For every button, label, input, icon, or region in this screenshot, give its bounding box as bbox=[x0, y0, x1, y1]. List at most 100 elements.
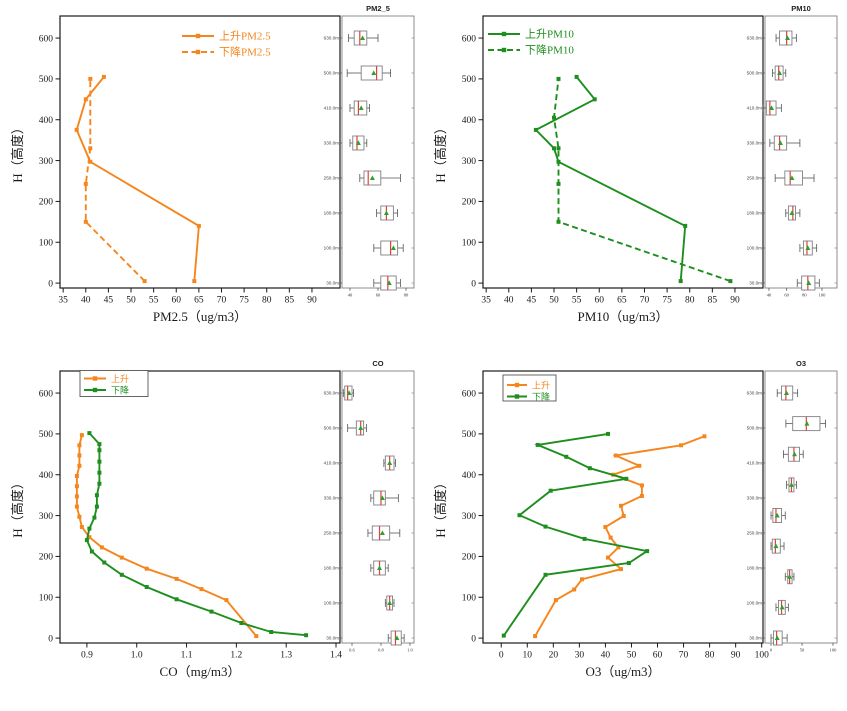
co-y-axis: 0 100 200 300 400 500 600 H（高度） bbox=[10, 389, 60, 644]
svg-text:70: 70 bbox=[640, 296, 650, 306]
panel-co: 0.9 1.0 1.1 1.2 1.3 1.4 CO（mg/m3） 0 100 200 300 400… bbox=[0, 355, 423, 711]
svg-text:410.0m: 410.0m bbox=[747, 461, 762, 466]
svg-text:0: 0 bbox=[48, 279, 53, 289]
co-box-height-labels: 630.0m 500.0m 410.0m 330.0m 250.0m 180.0m 100.… bbox=[324, 391, 414, 641]
svg-text:100.0m: 100.0m bbox=[324, 246, 339, 251]
svg-text:330.0m: 330.0m bbox=[747, 496, 762, 501]
svg-text:630.0m: 630.0m bbox=[324, 391, 339, 396]
svg-text:0: 0 bbox=[499, 651, 504, 661]
svg-text:410.0m: 410.0m bbox=[324, 461, 339, 466]
pm25-boxplot-row-1 bbox=[346, 65, 392, 81]
svg-text:400: 400 bbox=[39, 116, 54, 126]
svg-text:80: 80 bbox=[262, 296, 272, 306]
o3-boxplot-row-7 bbox=[775, 599, 789, 615]
pm10-boxplot-row-5 bbox=[785, 205, 801, 221]
svg-text:80: 80 bbox=[404, 293, 409, 298]
o3-x-title: O3（ug/m3） bbox=[585, 664, 660, 679]
svg-text:500: 500 bbox=[39, 75, 54, 85]
svg-text:30.0m: 30.0m bbox=[749, 636, 762, 641]
svg-text:100: 100 bbox=[462, 238, 477, 248]
svg-text:65: 65 bbox=[617, 296, 627, 306]
co-boxplot-row-4 bbox=[367, 525, 401, 541]
svg-text:630.0m: 630.0m bbox=[747, 391, 762, 396]
o3-axes-frame bbox=[482, 370, 838, 644]
co-boxplot-row-6 bbox=[384, 595, 395, 611]
svg-text:80: 80 bbox=[685, 296, 695, 306]
svg-text:60: 60 bbox=[172, 296, 182, 306]
pm10-boxplot-row-1 bbox=[772, 65, 787, 81]
svg-text:70: 70 bbox=[217, 296, 227, 306]
svg-text:330.0m: 330.0m bbox=[747, 141, 762, 146]
o3-chart: 0 10 20 30 40 50 60 70 80 90 100O3（ug/m3）010020030… bbox=[433, 359, 838, 679]
svg-text:上升PM2.5: 上升PM2.5 bbox=[219, 29, 271, 42]
pm10-series-descend bbox=[552, 76, 733, 284]
o3-boxplot-row-2 bbox=[783, 446, 804, 462]
svg-text:0: 0 bbox=[48, 634, 53, 644]
svg-text:90: 90 bbox=[731, 651, 741, 661]
o3-boxplot-row-1 bbox=[785, 416, 826, 432]
svg-text:0: 0 bbox=[770, 648, 773, 653]
svg-text:500: 500 bbox=[462, 430, 477, 440]
svg-text:30.0m: 30.0m bbox=[749, 281, 762, 286]
svg-text:1.3: 1.3 bbox=[280, 651, 292, 661]
pm25-series-ascend bbox=[74, 74, 201, 284]
svg-text:80: 80 bbox=[802, 293, 807, 298]
svg-text:35: 35 bbox=[481, 296, 491, 306]
co-boxplot-row-3 bbox=[370, 490, 399, 506]
panel-pm10: 35 40 45 50 55 60 65 70 75 80 85 90 PM10（ug/m3） 0 100 2… bbox=[423, 0, 846, 355]
panel-pm25: 35 40 45 50 55 60 65 70 75 80 85 90 PM2.5（ug/m3） 0 100… bbox=[0, 0, 423, 355]
svg-text:40: 40 bbox=[504, 296, 514, 306]
svg-text:200: 200 bbox=[39, 553, 54, 563]
o3-series-descend bbox=[501, 431, 650, 638]
svg-text:50: 50 bbox=[627, 651, 637, 661]
svg-text:50: 50 bbox=[126, 296, 136, 306]
co-box-title: CO bbox=[372, 359, 383, 368]
svg-text:100: 100 bbox=[830, 648, 838, 653]
pm10-axes-frame bbox=[482, 15, 838, 289]
svg-text:300: 300 bbox=[39, 157, 54, 167]
svg-text:1.0: 1.0 bbox=[407, 648, 413, 653]
svg-text:630.0m: 630.0m bbox=[747, 36, 762, 41]
svg-text:40: 40 bbox=[348, 293, 353, 298]
svg-text:1.4: 1.4 bbox=[330, 651, 342, 661]
svg-text:250.0m: 250.0m bbox=[324, 531, 339, 536]
svg-text:上升: 上升 bbox=[532, 380, 550, 390]
svg-text:500.0m: 500.0m bbox=[324, 426, 339, 431]
pm25-legend: 上升PM2.5 下降PM2.5 bbox=[182, 29, 271, 58]
svg-text:45: 45 bbox=[527, 296, 537, 306]
svg-text:100.0m: 100.0m bbox=[747, 601, 762, 606]
svg-text:600: 600 bbox=[462, 389, 477, 399]
svg-text:1.1: 1.1 bbox=[181, 651, 193, 661]
pm10-boxplot-row-7 bbox=[796, 275, 820, 291]
co-boxplot-row-7 bbox=[387, 630, 405, 646]
pm10-x-title: PM10（ug/m3） bbox=[577, 309, 668, 324]
svg-text:250.0m: 250.0m bbox=[747, 176, 762, 181]
o3-boxplot-row-3 bbox=[786, 477, 797, 493]
svg-text:410.0m: 410.0m bbox=[747, 106, 762, 111]
svg-text:60: 60 bbox=[376, 293, 381, 298]
svg-text:180.0m: 180.0m bbox=[747, 566, 762, 571]
pm10-y-axis: 0 100 200 300 400 500 600 H（高度） bbox=[433, 34, 483, 289]
co-series-ascend bbox=[74, 433, 259, 639]
pm25-boxplot-row-2 bbox=[349, 100, 370, 116]
co-chart: 0.9 1.0 1.1 1.2 1.3 1.4 CO（mg/m3） 0 100 200 300 400… bbox=[10, 359, 415, 679]
svg-text:30: 30 bbox=[575, 651, 585, 661]
co-axes-frame bbox=[59, 370, 415, 644]
pm25-x-axis: 35 40 45 50 55 60 65 70 75 80 85 90 PM2.5（ug/m3） bbox=[58, 288, 317, 324]
svg-text:600: 600 bbox=[39, 34, 54, 44]
svg-text:45: 45 bbox=[104, 296, 114, 306]
o3-boxplot-row-5 bbox=[770, 538, 785, 554]
co-boxplot-row-1 bbox=[347, 420, 367, 436]
svg-text:75: 75 bbox=[239, 296, 249, 306]
pm10-boxplot-row-3 bbox=[769, 135, 801, 151]
svg-text:330.0m: 330.0m bbox=[324, 141, 339, 146]
svg-text:55: 55 bbox=[572, 296, 582, 306]
svg-text:100.0m: 100.0m bbox=[747, 246, 762, 251]
svg-text:下降: 下降 bbox=[532, 391, 550, 402]
svg-text:300: 300 bbox=[462, 512, 477, 522]
pm25-boxplot-row-5 bbox=[376, 205, 399, 221]
svg-text:65: 65 bbox=[194, 296, 204, 306]
panel-o3: 0 10 20 30 40 50 60 70 80 90 100 O3（ug/m3） 0 100 200 30… bbox=[423, 355, 846, 711]
svg-text:90: 90 bbox=[307, 296, 317, 306]
